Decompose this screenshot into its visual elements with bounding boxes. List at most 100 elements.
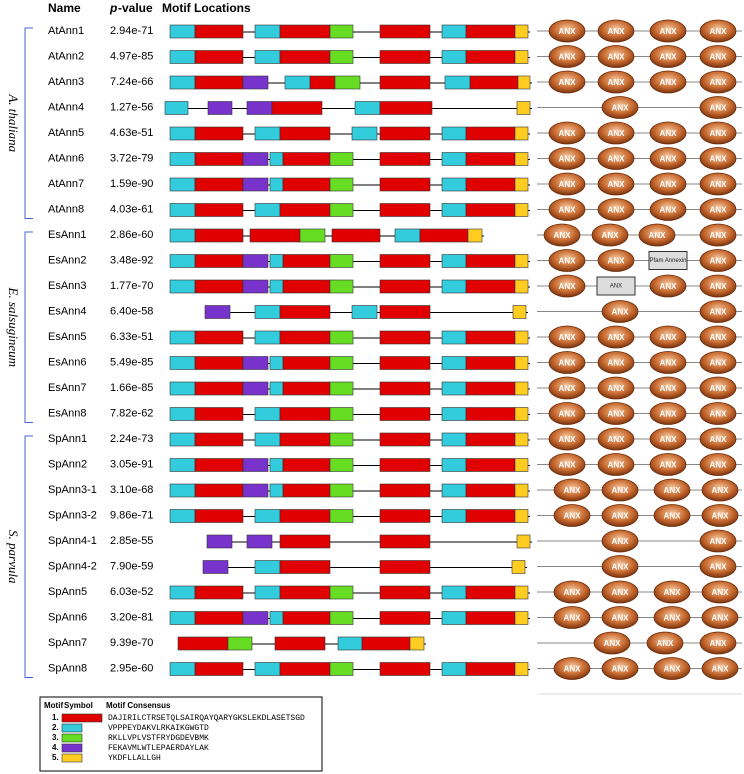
motif-box <box>254 50 281 64</box>
motif-box <box>269 152 284 166</box>
p-value: 3.48e-92 <box>110 254 153 266</box>
motif-box <box>282 381 331 396</box>
motif-box <box>419 228 469 243</box>
motif-box <box>269 611 284 625</box>
anx-domain <box>548 172 586 196</box>
domain-label: ANX <box>612 537 630 546</box>
motif-box <box>469 75 519 90</box>
anx-domain <box>597 325 635 349</box>
motif-box <box>164 101 189 115</box>
domain-label: ANX <box>710 384 728 393</box>
motif-box <box>514 407 529 421</box>
p-value: 9.86e-71 <box>110 509 153 521</box>
motif-box <box>246 101 273 115</box>
p-value: 2.94e-71 <box>110 25 153 37</box>
domain-label: ANX <box>660 384 678 393</box>
domain-label: ANX <box>564 588 582 597</box>
motif-box <box>194 24 244 39</box>
motif-box <box>465 126 516 141</box>
motif-box <box>194 585 244 600</box>
anx-domain <box>553 606 591 629</box>
motif-box <box>465 152 516 166</box>
anx-domain <box>699 351 737 374</box>
anx-domain <box>701 478 739 502</box>
anx-domain <box>597 121 635 145</box>
gene-name: SpAnn7 <box>48 637 87 649</box>
domain-label: ANX <box>608 359 626 368</box>
header-name: Name <box>48 1 81 15</box>
motif-box <box>465 279 516 294</box>
anx-domain <box>699 96 737 119</box>
motif-box <box>242 152 269 166</box>
anx-domain <box>601 96 639 119</box>
domain-label: ANX <box>660 461 678 470</box>
anx-domain <box>649 325 687 349</box>
legend-number: 5. <box>52 753 59 762</box>
motif-box <box>465 177 516 192</box>
domain-label: ANX <box>559 129 577 138</box>
domain-label: ANX <box>660 333 678 342</box>
anx-domain <box>649 70 687 94</box>
anx-domain <box>597 249 635 272</box>
motif-box <box>254 203 281 217</box>
legend-consensus: FEKAVMLWTLEPAERDAYLAK <box>108 744 209 753</box>
anx-domain <box>548 453 586 476</box>
motif-box <box>169 228 196 243</box>
domain-label: ANX <box>664 665 682 674</box>
motif-box <box>441 407 467 421</box>
motif-box <box>441 458 467 472</box>
motif-box <box>169 24 196 39</box>
species-label: A. thaliana <box>6 93 21 152</box>
domain-label: ANX <box>660 206 678 215</box>
motif-box <box>331 228 381 243</box>
domain-label: ANX <box>608 78 626 87</box>
domain-label: ANX <box>608 155 626 164</box>
motif-box <box>194 407 244 421</box>
motif-box <box>169 662 196 676</box>
motif-box <box>169 203 196 217</box>
domain-label: ANX <box>710 129 728 138</box>
gene-name: EsAnn1 <box>48 229 87 241</box>
motif-box <box>177 636 229 651</box>
motif-box <box>194 432 244 447</box>
pfam-box <box>648 251 688 270</box>
p-value: 6.40e-58 <box>110 305 153 317</box>
motif-box <box>329 330 354 345</box>
motif-box <box>329 24 354 39</box>
header-p: p <box>109 1 117 15</box>
motif-box <box>279 126 331 141</box>
motif-box <box>379 611 431 625</box>
motif-box <box>441 50 467 64</box>
motif-box <box>309 75 336 90</box>
anx-domain <box>653 580 691 604</box>
motif-box <box>284 75 311 90</box>
legend-number: 3. <box>52 733 59 742</box>
anx-domain <box>638 223 676 247</box>
anx-domain <box>597 147 635 170</box>
motif-box <box>379 203 431 217</box>
domain-label: ANX <box>664 512 682 521</box>
legend-header: Motif <box>44 701 63 710</box>
anx-domain <box>553 580 591 604</box>
motif-box <box>512 305 527 319</box>
motif-box <box>254 330 281 345</box>
domain-label: ANX <box>608 410 626 419</box>
domain-label: ANX <box>657 639 675 648</box>
motif-box <box>242 611 269 625</box>
motif-box <box>379 458 431 472</box>
anx-domain <box>548 70 586 94</box>
domain-label: ANX <box>608 180 626 189</box>
anx-domain <box>699 45 737 68</box>
motif-box <box>351 126 378 141</box>
motif-box <box>279 432 331 447</box>
legend-symbol <box>61 713 103 723</box>
motif-box <box>514 177 529 192</box>
motif-box <box>516 534 531 549</box>
motif-box <box>465 330 516 345</box>
anx-domain <box>548 351 586 374</box>
anx-domain <box>548 19 586 43</box>
domain-label: ANX <box>612 104 630 113</box>
p-value: 1.27e-56 <box>110 101 153 113</box>
anx-domain <box>699 555 737 578</box>
anx-domain <box>649 402 687 425</box>
